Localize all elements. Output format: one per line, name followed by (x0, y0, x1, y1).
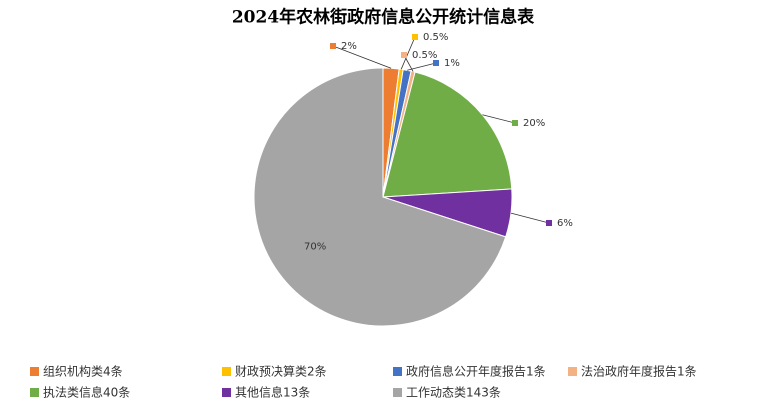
label-marker (546, 220, 552, 226)
leader-line (400, 36, 416, 70)
legend-swatch (222, 388, 231, 397)
legend-swatch (222, 367, 231, 376)
label-marker (512, 120, 518, 126)
legend-label: 其他信息13条 (235, 385, 310, 400)
label-marker (330, 43, 336, 49)
legend-label: 组织机构类4条 (43, 364, 123, 379)
data-label: 20% (523, 118, 545, 129)
pie-slice (253, 67, 507, 327)
legend-swatch (30, 388, 39, 397)
leader-line (482, 114, 516, 124)
data-label: 2% (341, 41, 357, 52)
label-marker (401, 52, 407, 58)
label-marker (433, 60, 439, 66)
data-label: 0.5% (412, 50, 437, 61)
legend-swatch (30, 367, 39, 376)
data-label: 70% (304, 241, 326, 252)
legend-swatch (393, 367, 402, 376)
leader-line (510, 212, 550, 224)
chart-title: 2024年农林街政府信息公开统计信息表 (232, 7, 535, 28)
data-label: 0.5% (423, 32, 448, 43)
data-label: 1% (444, 58, 460, 69)
leader-line (332, 45, 392, 69)
pie-slice (382, 71, 513, 198)
label-marker (412, 34, 418, 40)
legend-label: 法治政府年度报告1条 (581, 364, 697, 379)
data-label: 6% (557, 218, 573, 229)
legend-label: 工作动态类143条 (406, 386, 501, 400)
legend-label: 政府信息公开年度报告1条 (406, 364, 546, 379)
legend-label: 执法类信息40条 (43, 385, 130, 400)
legend-swatch (393, 388, 402, 397)
legend-label: 财政预决算类2条 (235, 364, 327, 379)
legend-swatch (568, 367, 577, 376)
